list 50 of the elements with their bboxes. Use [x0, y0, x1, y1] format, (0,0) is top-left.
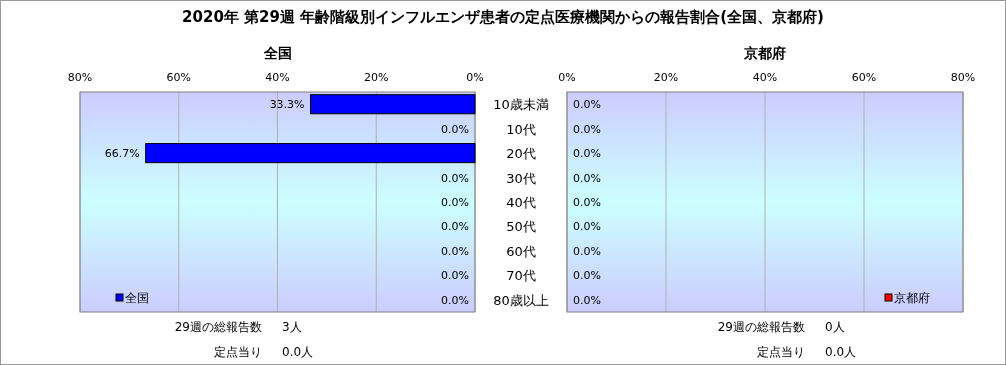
x-tick-label: 40% [752, 71, 778, 84]
chart-title: 2020年 第29週 年齢階級別インフルエンザ患者の定点医療機関からの報告割合(全国、京都府) [182, 8, 824, 26]
data-label: 0.0% [441, 171, 469, 185]
x-tick-label: 20% [364, 71, 389, 84]
y-tick-label: 40代 [506, 195, 536, 210]
y-tick-label: 10歳未満 [493, 97, 549, 113]
y-tick-label: 60代 [506, 243, 536, 259]
y-tick-label: 70代 [506, 268, 536, 284]
y-tick-label: 10代 [506, 121, 536, 137]
text: 定点当り [757, 345, 805, 359]
data-label: 66.7% [104, 147, 140, 161]
y-tick-label: 50代 [506, 219, 536, 235]
data-label: 0.0% [573, 171, 601, 185]
x-tick-label: 60% [851, 71, 877, 84]
data-label: 0.0% [573, 220, 601, 234]
data-label: 0.0% [573, 269, 601, 283]
chart-subtitle: 全国 [262, 45, 292, 61]
y-tick-label: 30代 [506, 170, 536, 186]
data-label: 0.0% [573, 122, 601, 136]
text: 0人 [825, 320, 845, 334]
legend-label: 全国 [125, 291, 149, 305]
legend-label: 京都府 [894, 291, 930, 305]
y-tick-label: 20代 [506, 146, 536, 162]
y-tick-label: 80歳以上 [493, 292, 549, 308]
data-label: 0.0% [441, 269, 469, 283]
x-tick-label: 80% [950, 71, 976, 84]
data-label: 0.0% [573, 244, 601, 258]
x-tick-label: 0% [466, 71, 484, 84]
data-label: 0.0% [441, 122, 469, 136]
data-label: 0.0% [573, 196, 601, 209]
data-label: 0.0% [441, 196, 469, 209]
x-tick-label: 20% [653, 71, 679, 84]
text: 定点当り [214, 345, 262, 359]
x-tick-label: 80% [67, 71, 93, 84]
chart-subtitle: 京都府 [743, 45, 786, 61]
data-label: 0.0% [441, 220, 469, 234]
x-tick-label: 0% [558, 71, 576, 84]
data-label: 0.0% [573, 98, 601, 112]
text: 0.0人 [825, 345, 857, 359]
text: 29週の総報告数 [717, 320, 805, 334]
data-label: 0.0% [441, 293, 469, 307]
text: 3人 [282, 320, 302, 334]
data-label: 0.0% [573, 293, 601, 307]
text: 29週の総報告数 [174, 320, 262, 334]
x-tick-label: 60% [166, 71, 191, 84]
data-label: 0.0% [441, 244, 469, 258]
data-label: 33.3% [269, 98, 305, 112]
data-label: 0.0% [573, 147, 601, 161]
x-tick-label: 40% [265, 71, 290, 84]
text: 0.0人 [282, 345, 314, 359]
